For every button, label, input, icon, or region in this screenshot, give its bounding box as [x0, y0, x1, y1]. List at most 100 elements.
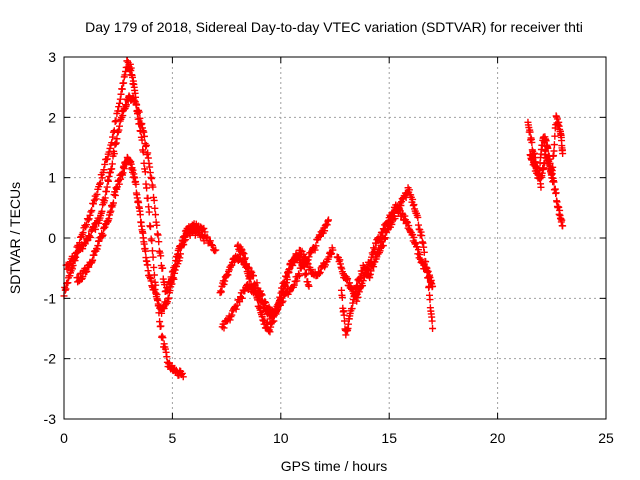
data-point [354, 293, 362, 301]
data-point [101, 160, 109, 168]
data-point [428, 317, 436, 325]
data-point [147, 223, 155, 231]
data-point [329, 246, 337, 254]
data-point [529, 153, 537, 161]
data-point [160, 304, 168, 312]
data-point [159, 334, 167, 342]
data-point [71, 252, 79, 260]
data-point [324, 216, 332, 224]
data-point [153, 221, 161, 229]
data-point [241, 287, 249, 295]
y-axis-label: SDTVAR / TECUs [7, 182, 23, 294]
data-point [353, 297, 361, 305]
data-point [379, 242, 387, 250]
data-point [338, 293, 346, 301]
x-tick-label: 5 [169, 430, 177, 446]
data-point [100, 166, 108, 174]
x-tick-label: 15 [381, 430, 397, 446]
data-point [139, 148, 147, 156]
data-point [148, 175, 156, 183]
data-point [182, 236, 190, 244]
data-point [83, 237, 91, 245]
data-point [209, 242, 217, 250]
data-point [546, 159, 554, 167]
axes: 0 5 10 15 20 25 -3 -2 -1 0 1 2 3 [44, 49, 614, 446]
data-point [132, 180, 140, 188]
data-point [238, 294, 246, 302]
data-point [555, 203, 563, 211]
data-point [559, 150, 567, 158]
data-point [179, 373, 187, 381]
x-tick-label: 0 [60, 430, 68, 446]
y-tick-label: 0 [48, 230, 56, 246]
data-point [371, 245, 379, 253]
data-point [140, 132, 148, 140]
data-point [157, 252, 165, 260]
data-point [89, 200, 97, 208]
data-point [154, 231, 162, 239]
data-point [537, 183, 545, 191]
data-point [98, 207, 106, 215]
data-point [307, 266, 315, 274]
x-tick-label: 20 [490, 430, 506, 446]
data-point [253, 279, 261, 287]
data-point [118, 85, 126, 93]
chart-title: Day 179 of 2018, Sidereal Day-to-day VTE… [85, 19, 583, 35]
data-point [293, 277, 301, 285]
data-point [552, 189, 560, 197]
data-point [429, 325, 437, 332]
data-point [115, 103, 123, 111]
data-point [98, 174, 106, 182]
data-point [381, 226, 389, 234]
y-tick-label: 2 [48, 109, 56, 125]
data-point [79, 245, 87, 253]
data-point [203, 233, 211, 241]
data-point [316, 268, 324, 276]
data-point [86, 211, 94, 219]
data-point [96, 179, 104, 187]
data-point [93, 190, 101, 198]
data-point [103, 183, 111, 191]
data-point [129, 73, 137, 81]
data-point [212, 246, 220, 254]
data-point [148, 237, 156, 245]
data-point [312, 242, 320, 250]
data-point [305, 282, 313, 290]
data-point [207, 241, 215, 249]
data-point [418, 232, 426, 240]
data-point [151, 211, 159, 219]
data-point [109, 199, 117, 207]
data-point [143, 184, 151, 192]
data-point [276, 295, 284, 303]
data-point [127, 64, 135, 72]
data-point [220, 324, 228, 332]
data-point [429, 282, 437, 290]
data-point [528, 138, 536, 146]
data-point [149, 253, 157, 261]
data-point [424, 267, 432, 275]
data-point [85, 215, 93, 223]
data-point [414, 213, 422, 221]
data-point [426, 296, 434, 304]
data-point [136, 211, 144, 219]
y-tick-label: -1 [44, 290, 57, 306]
data-point [111, 191, 119, 199]
data-point [304, 256, 312, 264]
data-point [344, 275, 352, 283]
data-point [96, 180, 104, 188]
y-tick-label: -2 [44, 351, 57, 367]
data-point [206, 237, 214, 245]
data-point [315, 270, 323, 278]
data-point [155, 238, 163, 246]
data-point [105, 148, 113, 156]
y-tick-label: -3 [44, 411, 57, 427]
x-tick-label: 10 [273, 430, 289, 446]
data-point [113, 135, 121, 143]
data-point [150, 263, 158, 271]
data-point [141, 168, 149, 176]
data-point [84, 216, 92, 224]
data-point [233, 301, 241, 309]
data-point [116, 99, 124, 107]
y-tick-label: 1 [48, 170, 56, 186]
data-point [142, 141, 150, 149]
